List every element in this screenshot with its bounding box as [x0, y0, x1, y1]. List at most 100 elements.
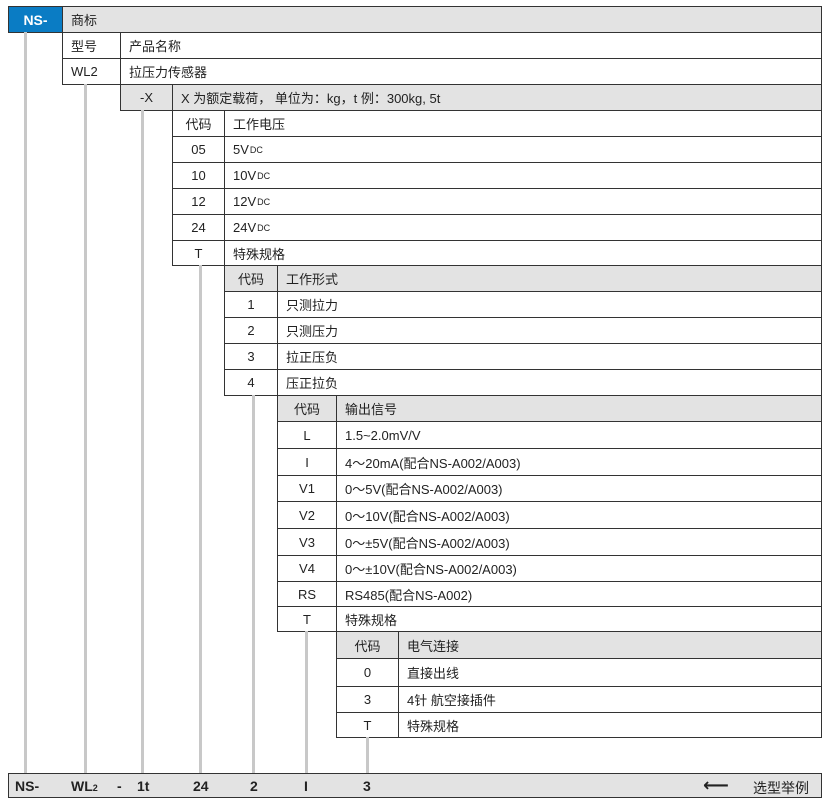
option-label: 0～±5V(配合NS-A002/A003) — [336, 528, 822, 556]
option-code-text: RS — [297, 586, 317, 602]
model-header-label: 产品名称 — [120, 32, 822, 59]
brand-code: NS- — [8, 6, 63, 33]
connector-line — [252, 395, 255, 773]
option-label: 只测拉力 — [277, 291, 822, 318]
option-label-text: 10V — [233, 168, 257, 183]
option-label: 4针 航空接插件 — [398, 686, 822, 713]
option-code-text: 4 — [247, 375, 255, 390]
option-label-text: 24V — [233, 220, 257, 235]
option-label-subscript: DC — [249, 144, 263, 155]
brand-code-text: NS- — [23, 11, 48, 28]
option-label: 0～10V(配合NS-A002/A003) — [336, 501, 822, 529]
option-code-text: V4 — [299, 561, 315, 576]
option-label-text: 拉正压负 — [286, 350, 339, 365]
example-voltage: 24 — [193, 778, 209, 794]
section-header-code-text: 代码 — [237, 272, 264, 287]
option-code: 12 — [172, 188, 225, 215]
option-code: 10 — [172, 162, 225, 189]
option-code-text: 24 — [191, 220, 206, 235]
option-label-text: 4～20mA(配合NS-A002/A003) — [345, 455, 521, 471]
option-label: 4～20mA(配合NS-A002/A003) — [336, 448, 822, 476]
option-label: 0～±10V(配合NS-A002/A003) — [336, 555, 822, 582]
option-label-text: 0～10V(配合NS-A002/A003) — [345, 508, 510, 524]
option-label-text: 只测拉力 — [286, 298, 339, 313]
option-label: 0～5V(配合NS-A002/A003) — [336, 475, 822, 502]
option-code: 0 — [336, 658, 399, 687]
connector-line — [24, 32, 27, 773]
section-header-label-text: 电气连接 — [407, 638, 460, 654]
example-capacity: 1t — [137, 778, 150, 794]
option-label: 10V DC — [224, 162, 822, 189]
option-code-text: 1 — [247, 297, 255, 312]
option-label: 特殊规格 — [336, 606, 822, 632]
option-code-text: T — [363, 717, 372, 733]
example-connection: 3 — [363, 778, 371, 794]
option-label-subscript: DC — [257, 170, 271, 181]
connector-line — [199, 265, 202, 773]
option-label-text: 特殊规格 — [345, 612, 398, 628]
option-code-text: 10 — [191, 168, 206, 183]
option-label: 拉正压负 — [277, 343, 822, 370]
option-label: 直接出线 — [398, 658, 822, 687]
option-code: I — [277, 448, 337, 476]
option-code: L — [277, 421, 337, 449]
option-label-text: 直接出线 — [407, 666, 460, 681]
option-code: 2 — [224, 317, 278, 344]
option-label-subscript: DC — [257, 222, 271, 233]
option-label-text: 4针 航空接插件 — [407, 693, 496, 708]
option-label: 12V DC — [224, 188, 822, 215]
option-label: 1.5~2.0mV/V — [336, 421, 822, 449]
option-code: V3 — [277, 528, 337, 556]
option-label-text: 1.5~2.0mV/V — [345, 427, 421, 443]
option-code: T — [277, 606, 337, 632]
option-code-text: T — [303, 611, 311, 627]
option-label-text: 特殊规格 — [407, 718, 460, 734]
option-code: V4 — [277, 555, 337, 582]
example-output: I — [304, 778, 308, 794]
model-header-code-text: 型号 — [71, 39, 98, 54]
option-code: T — [172, 240, 225, 266]
model-code-text: WL2 — [71, 64, 98, 79]
option-label-text: 5V — [233, 142, 249, 157]
option-code-text: V3 — [299, 534, 315, 550]
option-code-text: V1 — [299, 481, 315, 496]
option-code-text: 12 — [191, 194, 206, 209]
section-header-code: 代码 — [336, 631, 399, 659]
option-code-text: L — [303, 427, 311, 443]
option-code-text: 3 — [247, 349, 255, 364]
option-label-text: 12V — [233, 194, 257, 209]
option-label-text: 只测压力 — [286, 324, 339, 339]
option-label-text: 0～±10V(配合NS-A002/A003) — [345, 562, 517, 577]
selection-example-bar: NS- WL2 - 1t 24 2 I 3 ⟵ 选型举例 — [8, 773, 822, 798]
option-code-text: 3 — [363, 692, 372, 707]
model-label: 拉压力传感器 — [120, 58, 822, 85]
option-label-text: RS485(配合NS-A002) — [345, 587, 473, 603]
option-label-text: 0～±5V(配合NS-A002/A003) — [345, 535, 510, 551]
brand-label: 商标 — [62, 6, 822, 33]
connector-line — [84, 84, 87, 773]
capacity-label: X 为额定载荷， 单位为：kg，t 例：300kg, 5t — [172, 84, 822, 111]
section-header-label: 输出信号 — [336, 395, 822, 422]
option-label-text: 特殊规格 — [233, 246, 286, 262]
option-code: 3 — [224, 343, 278, 370]
option-code-text: T — [194, 245, 203, 261]
option-code-text: V2 — [299, 507, 315, 523]
section-header-code-text: 代码 — [354, 638, 381, 654]
section-header-code: 代码 — [224, 265, 278, 292]
option-label: 5V DC — [224, 136, 822, 163]
option-code: 3 — [336, 686, 399, 713]
example-label: 选型举例 — [753, 780, 809, 796]
connector-line — [141, 110, 144, 773]
example-brand: NS- — [15, 778, 40, 794]
model-header-label-text: 产品名称 — [129, 39, 182, 54]
connector-line — [366, 737, 369, 773]
option-code-text: 2 — [247, 323, 255, 338]
option-label: 压正拉负 — [277, 369, 822, 396]
brand-label-text: 商标 — [71, 13, 98, 28]
option-code: 1 — [224, 291, 278, 318]
option-code: 24 — [172, 214, 225, 241]
model-header-code: 型号 — [62, 32, 121, 59]
example-dash: - — [117, 778, 122, 794]
option-label: 特殊规格 — [398, 712, 822, 738]
section-header-code: 代码 — [277, 395, 337, 422]
